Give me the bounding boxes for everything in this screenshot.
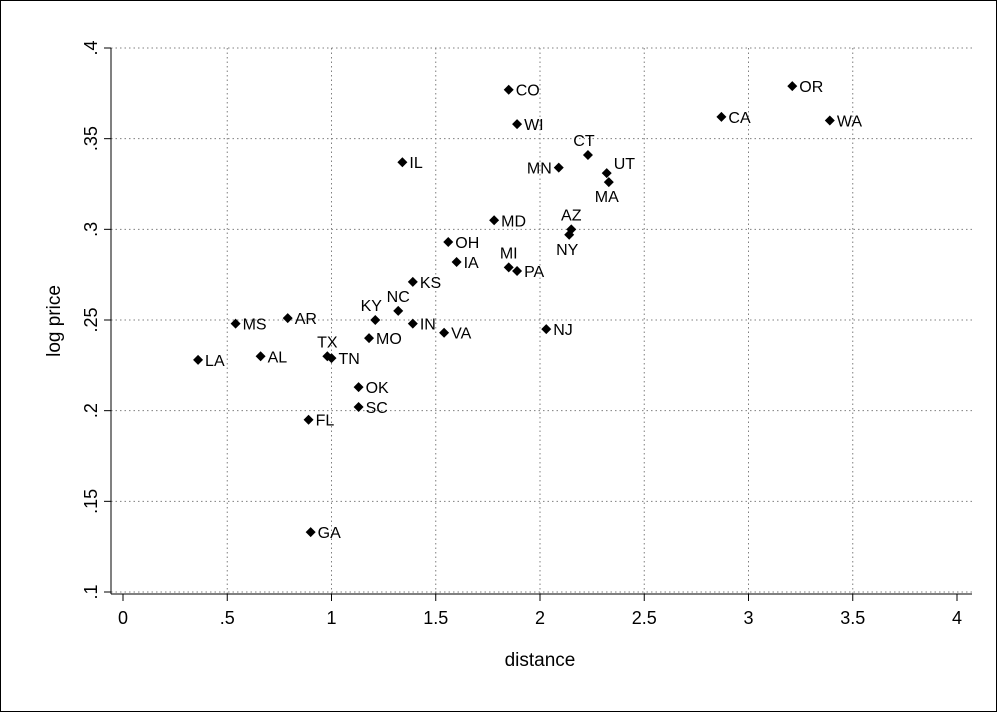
point-ga	[305, 527, 316, 538]
point-nc	[393, 305, 404, 316]
point-label-az: AZ	[561, 207, 582, 224]
x-tick-label: 3	[743, 608, 753, 628]
x-tick-label: 2	[535, 608, 545, 628]
x-tick-label: .5	[220, 608, 235, 628]
point-tn	[326, 353, 337, 364]
point-label-al: AL	[268, 349, 288, 366]
point-label-ca: CA	[728, 110, 751, 127]
y-tick-label: .15	[81, 489, 101, 514]
x-axis-title: distance	[505, 650, 576, 671]
x-tick-label: 2.5	[632, 608, 657, 628]
point-label-tn: TN	[339, 351, 360, 368]
point-ma	[603, 177, 614, 188]
point-label-il: IL	[409, 155, 422, 172]
point-ut	[601, 168, 612, 179]
point-wi	[512, 119, 523, 130]
ticks: .1 .15 .2 .25 .3 .35 .4 0 .5 1 1.5 2 2.5 3 3.5 4	[81, 40, 962, 628]
point-oh	[443, 237, 454, 248]
point-label-ky: KY	[361, 298, 383, 315]
y-tick-label: .2	[81, 403, 101, 418]
point-label-co: CO	[516, 83, 540, 100]
point-sc	[353, 402, 364, 413]
point-label-tx: TX	[317, 334, 338, 351]
point-il	[397, 157, 408, 168]
point-ia	[451, 256, 462, 267]
y-tick-label: .4	[81, 40, 101, 55]
point-label-oh: OH	[455, 235, 479, 252]
point-label-ut: UT	[614, 156, 636, 173]
point-label-nc: NC	[387, 289, 410, 306]
point-or	[787, 81, 798, 92]
x-tick-label: 0	[118, 608, 128, 628]
point-co	[503, 84, 514, 95]
point-label-ga: GA	[318, 525, 341, 542]
point-label-md: MD	[501, 213, 526, 230]
point-wa	[824, 115, 835, 126]
point-label-ok: OK	[366, 380, 389, 397]
point-label-wa: WA	[837, 114, 863, 131]
point-pa	[512, 266, 523, 277]
point-label-wi: WI	[524, 117, 544, 134]
point-ca	[716, 111, 727, 122]
y-tick-label: .25	[81, 307, 101, 332]
y-tick-label: .1	[81, 584, 101, 599]
point-label-nj: NJ	[553, 322, 573, 339]
point-ar	[282, 313, 293, 324]
point-mo	[364, 333, 375, 344]
x-tick-label: 4	[952, 608, 962, 628]
point-ky	[370, 315, 381, 325]
point-nj	[541, 324, 552, 335]
y-tick-label: .35	[81, 126, 101, 151]
point-label-sc: SC	[366, 400, 388, 417]
point-ok	[353, 382, 364, 393]
point-label-pa: PA	[524, 264, 544, 281]
point-va	[439, 327, 450, 338]
point-label-mi: MI	[500, 245, 518, 262]
point-ks	[407, 276, 418, 287]
point-label-mo: MO	[376, 331, 402, 348]
point-ms	[230, 318, 241, 329]
point-label-in: IN	[420, 317, 436, 334]
point-label-fl: FL	[316, 413, 335, 430]
point-label-ma: MA	[595, 189, 619, 206]
point-label-la: LA	[205, 353, 225, 370]
point-label-ar: AR	[295, 311, 317, 328]
point-al	[255, 351, 266, 362]
point-label-ks: KS	[420, 275, 441, 292]
x-tick-label: 1.5	[423, 608, 448, 628]
point-label-ia: IA	[464, 255, 479, 272]
x-tick-label: 3.5	[840, 608, 865, 628]
point-label-ct: CT	[573, 133, 595, 150]
y-tick-label: .3	[81, 222, 101, 237]
point-fl	[303, 414, 314, 425]
x-tick-label: 1	[326, 608, 336, 628]
point-in	[407, 318, 418, 329]
point-label-mn: MN	[527, 161, 552, 178]
point-label-va: VA	[451, 326, 471, 343]
point-label-ny: NY	[556, 242, 579, 259]
point-mi	[503, 262, 514, 273]
point-label-or: OR	[799, 79, 823, 96]
point-label-ms: MS	[243, 317, 267, 334]
point-mn	[553, 162, 564, 173]
point-ct	[582, 149, 593, 160]
point-ny	[564, 229, 575, 240]
point-md	[489, 215, 500, 226]
data-points: CO OR CA WA WI CT IL MN UT MA MD AZ NY OH IA MI PA KS NCKY…	[193, 79, 862, 542]
grid-lines	[111, 47, 972, 594]
point-la	[193, 354, 204, 365]
y-axis-title: log price	[44, 285, 65, 357]
